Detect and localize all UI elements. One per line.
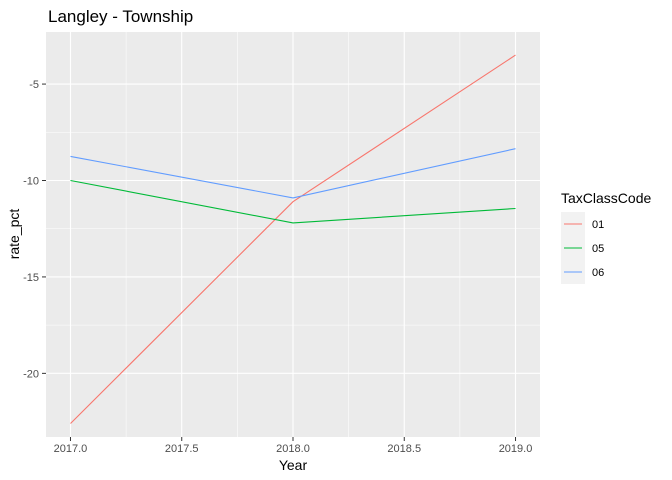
x-axis: 2017.0 2017.5 2018.0 2018.5 2019.0 [54,437,533,455]
x-tick-label: 2019.0 [499,443,533,455]
y-tick-label: -15 [23,272,39,284]
series-lines [70,54,516,424]
chart-title: Langley - Township [48,7,193,26]
x-tick-label: 2018.0 [276,443,310,455]
y-tick-label: -5 [29,79,39,91]
legend-title: TaxClassCode [561,190,651,206]
y-axis-title: rate_pct [6,209,22,260]
series-line-01 [70,54,516,424]
legend: TaxClassCode 01 05 06 [561,190,651,284]
legend-label-01: 01 [592,219,604,231]
series-line-05 [70,179,516,224]
x-axis-title: Year [279,457,308,473]
series-line-06 [70,148,516,199]
major-gridlines [46,32,540,437]
x-tick-label: 2017.0 [54,443,88,455]
y-axis: -5 -10 -15 -20 [23,79,46,380]
legend-label-06: 06 [592,267,604,279]
x-tick-label: 2018.5 [387,443,421,455]
y-tick-label: -10 [23,176,39,188]
y-tick-label: -20 [23,368,39,380]
legend-label-05: 05 [592,243,604,255]
x-tick-label: 2017.5 [165,443,199,455]
